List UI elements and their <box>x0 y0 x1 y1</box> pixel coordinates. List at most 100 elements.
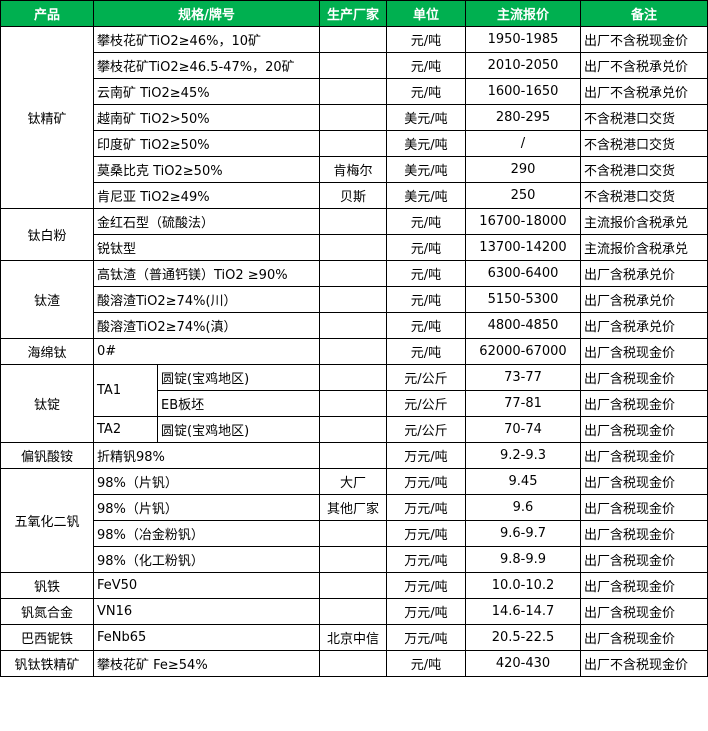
unit-cell: 万元/吨 <box>386 572 466 599</box>
table-row: 钒氮合金 VN16 万元/吨 14.6-14.7 出厂含税现金价 <box>0 598 708 625</box>
spec-cell: 攀枝花矿TiO2≥46.5-47%，20矿 <box>93 52 320 79</box>
price-cell: 77-81 <box>465 390 581 417</box>
spec-cell: 金红石型（硫酸法） <box>93 208 320 235</box>
spec-cell: 印度矿 TiO2≥50% <box>93 130 320 157</box>
price-cell: 5150-5300 <box>465 286 581 313</box>
note-cell: 不含税港口交货 <box>580 156 708 183</box>
unit-cell: 万元/吨 <box>386 442 466 469</box>
spec-cell: 莫桑比克 TiO2≥50% <box>93 156 320 183</box>
note-cell: 出厂含税现金价 <box>580 442 708 469</box>
note-cell: 出厂不含税现金价 <box>580 26 708 53</box>
unit-cell: 万元/吨 <box>386 494 466 521</box>
price-cell: 9.2-9.3 <box>465 442 581 469</box>
table-row: 肯尼亚 TiO2≥49% 贝斯 美元/吨 250 不含税港口交货 <box>1 182 708 209</box>
maker-cell <box>319 390 387 417</box>
table-row: 98%（化工粉钒） 万元/吨 9.8-9.9 出厂含税现金价 <box>1 546 708 573</box>
spec-cell: 酸溶渣TiO2≥74%(川） <box>93 286 320 313</box>
note-cell: 出厂不含税现金价 <box>580 650 708 677</box>
header-cell: 生产厂家 <box>319 0 387 27</box>
maker-cell <box>319 260 387 287</box>
spec-cell: 攀枝花矿TiO2≥46%，10矿 <box>93 26 320 53</box>
unit-cell: 元/吨 <box>386 78 466 105</box>
grade-cell: TA2 <box>93 416 158 443</box>
table-row: 偏钒酸铵 折精钒98% 万元/吨 9.2-9.3 出厂含税现金价 <box>0 442 708 469</box>
price-cell: 70-74 <box>465 416 581 443</box>
spec-cell: 越南矿 TiO2>50% <box>93 104 320 131</box>
product-cell: 钒氮合金 <box>0 598 94 625</box>
note-cell: 出厂含税现金价 <box>580 416 708 443</box>
table-row: 钒铁 FeV50 万元/吨 10.0-10.2 出厂含税现金价 <box>0 572 708 599</box>
table-row: 钛锭 TA1 圆锭(宝鸡地区) 元/公斤 73-77 出厂含税现金价 <box>0 364 708 443</box>
spec-cell: 圆锭(宝鸡地区) <box>157 416 320 443</box>
note-cell: 出厂含税承兑价 <box>580 286 708 313</box>
price-cell: 9.6-9.7 <box>465 520 581 547</box>
header-cell: 产品 <box>0 0 94 27</box>
table-body: 钛精矿 攀枝花矿TiO2≥46%，10矿 元/吨 1950-1985 出厂不含税现金价攀… <box>0 26 708 677</box>
unit-cell: 元/吨 <box>386 26 466 53</box>
note-cell: 出厂不含税承兑价 <box>580 52 708 79</box>
price-cell: 16700-18000 <box>465 208 581 235</box>
price-cell: 62000-67000 <box>465 338 581 365</box>
note-cell: 主流报价含税承兑 <box>580 234 708 261</box>
table-row: 钒钛铁精矿 攀枝花矿 Fe≥54% 元/吨 420-430 出厂不含税现金价 <box>0 650 708 677</box>
table-row: 酸溶渣TiO2≥74%(滇） 元/吨 4800-4850 出厂含税承兑价 <box>1 312 708 339</box>
price-cell: 9.6 <box>465 494 581 521</box>
spec-cell: 锐钛型 <box>93 234 320 261</box>
maker-cell <box>319 208 387 235</box>
spec-cell: 98%（片钒） <box>93 494 320 521</box>
spec-cell: 肯尼亚 TiO2≥49% <box>93 182 320 209</box>
price-cell: 420-430 <box>465 650 581 677</box>
spec-cell: 98%（化工粉钒） <box>93 546 320 573</box>
note-cell: 出厂含税承兑价 <box>580 260 708 287</box>
unit-cell: 美元/吨 <box>386 182 466 209</box>
note-cell: 出厂含税现金价 <box>580 598 708 625</box>
table-row: 莫桑比克 TiO2≥50% 肯梅尔 美元/吨 290 不含税港口交货 <box>1 156 708 183</box>
table-row: 钛精矿 攀枝花矿TiO2≥46%，10矿 元/吨 1950-1985 出厂不含税现金价 <box>0 26 708 209</box>
unit-cell: 美元/吨 <box>386 104 466 131</box>
maker-cell <box>319 78 387 105</box>
unit-cell: 万元/吨 <box>386 468 466 495</box>
table-row: 云南矿 TiO2≥45% 元/吨 1600-1650 出厂不含税承兑价 <box>1 78 708 105</box>
grade-cell: TA1 <box>93 364 158 417</box>
maker-cell <box>319 546 387 573</box>
spec-cell: 0# <box>93 338 320 365</box>
price-cell: 280-295 <box>465 104 581 131</box>
unit-cell: 万元/吨 <box>386 520 466 547</box>
maker-cell <box>319 520 387 547</box>
unit-cell: 元/公斤 <box>386 416 466 443</box>
maker-cell <box>319 442 387 469</box>
spec-cell: 98%（片钒） <box>93 468 320 495</box>
table-row: 钛白粉 金红石型（硫酸法） 元/吨 16700-18000 主流报价含税承兑 <box>0 208 708 261</box>
maker-cell: 贝斯 <box>319 182 387 209</box>
product-cell: 钛白粉 <box>0 208 94 261</box>
maker-cell <box>319 26 387 53</box>
spec-cell: 圆锭(宝鸡地区) <box>157 364 320 391</box>
maker-cell <box>319 52 387 79</box>
price-cell: / <box>465 130 581 157</box>
price-cell: 290 <box>465 156 581 183</box>
price-cell: 9.45 <box>465 468 581 495</box>
spec-cell: 高钛渣（普通钙镁）TiO2 ≥90% <box>93 260 320 287</box>
unit-cell: 元/吨 <box>386 260 466 287</box>
price-cell: 14.6-14.7 <box>465 598 581 625</box>
unit-cell: 元/吨 <box>386 234 466 261</box>
unit-cell: 万元/吨 <box>386 546 466 573</box>
product-cell: 钛渣 <box>0 260 94 339</box>
maker-cell <box>319 130 387 157</box>
header-cell: 主流报价 <box>465 0 581 27</box>
unit-cell: 万元/吨 <box>386 598 466 625</box>
price-cell: 73-77 <box>465 364 581 391</box>
table-row: 酸溶渣TiO2≥74%(川） 元/吨 5150-5300 出厂含税承兑价 <box>1 286 708 313</box>
spec-cell: VN16 <box>93 598 320 625</box>
unit-cell: 元/吨 <box>386 312 466 339</box>
price-cell: 4800-4850 <box>465 312 581 339</box>
note-cell: 出厂含税现金价 <box>580 494 708 521</box>
price-cell: 2010-2050 <box>465 52 581 79</box>
header-row: 产品 规格/牌号 生产厂家 单位 主流报价 备注 <box>0 0 708 27</box>
spec-cell: 酸溶渣TiO2≥74%(滇） <box>93 312 320 339</box>
maker-cell: 大厂 <box>319 468 387 495</box>
maker-cell: 肯梅尔 <box>319 156 387 183</box>
note-cell: 出厂含税承兑价 <box>580 312 708 339</box>
note-cell: 出厂含税现金价 <box>580 572 708 599</box>
